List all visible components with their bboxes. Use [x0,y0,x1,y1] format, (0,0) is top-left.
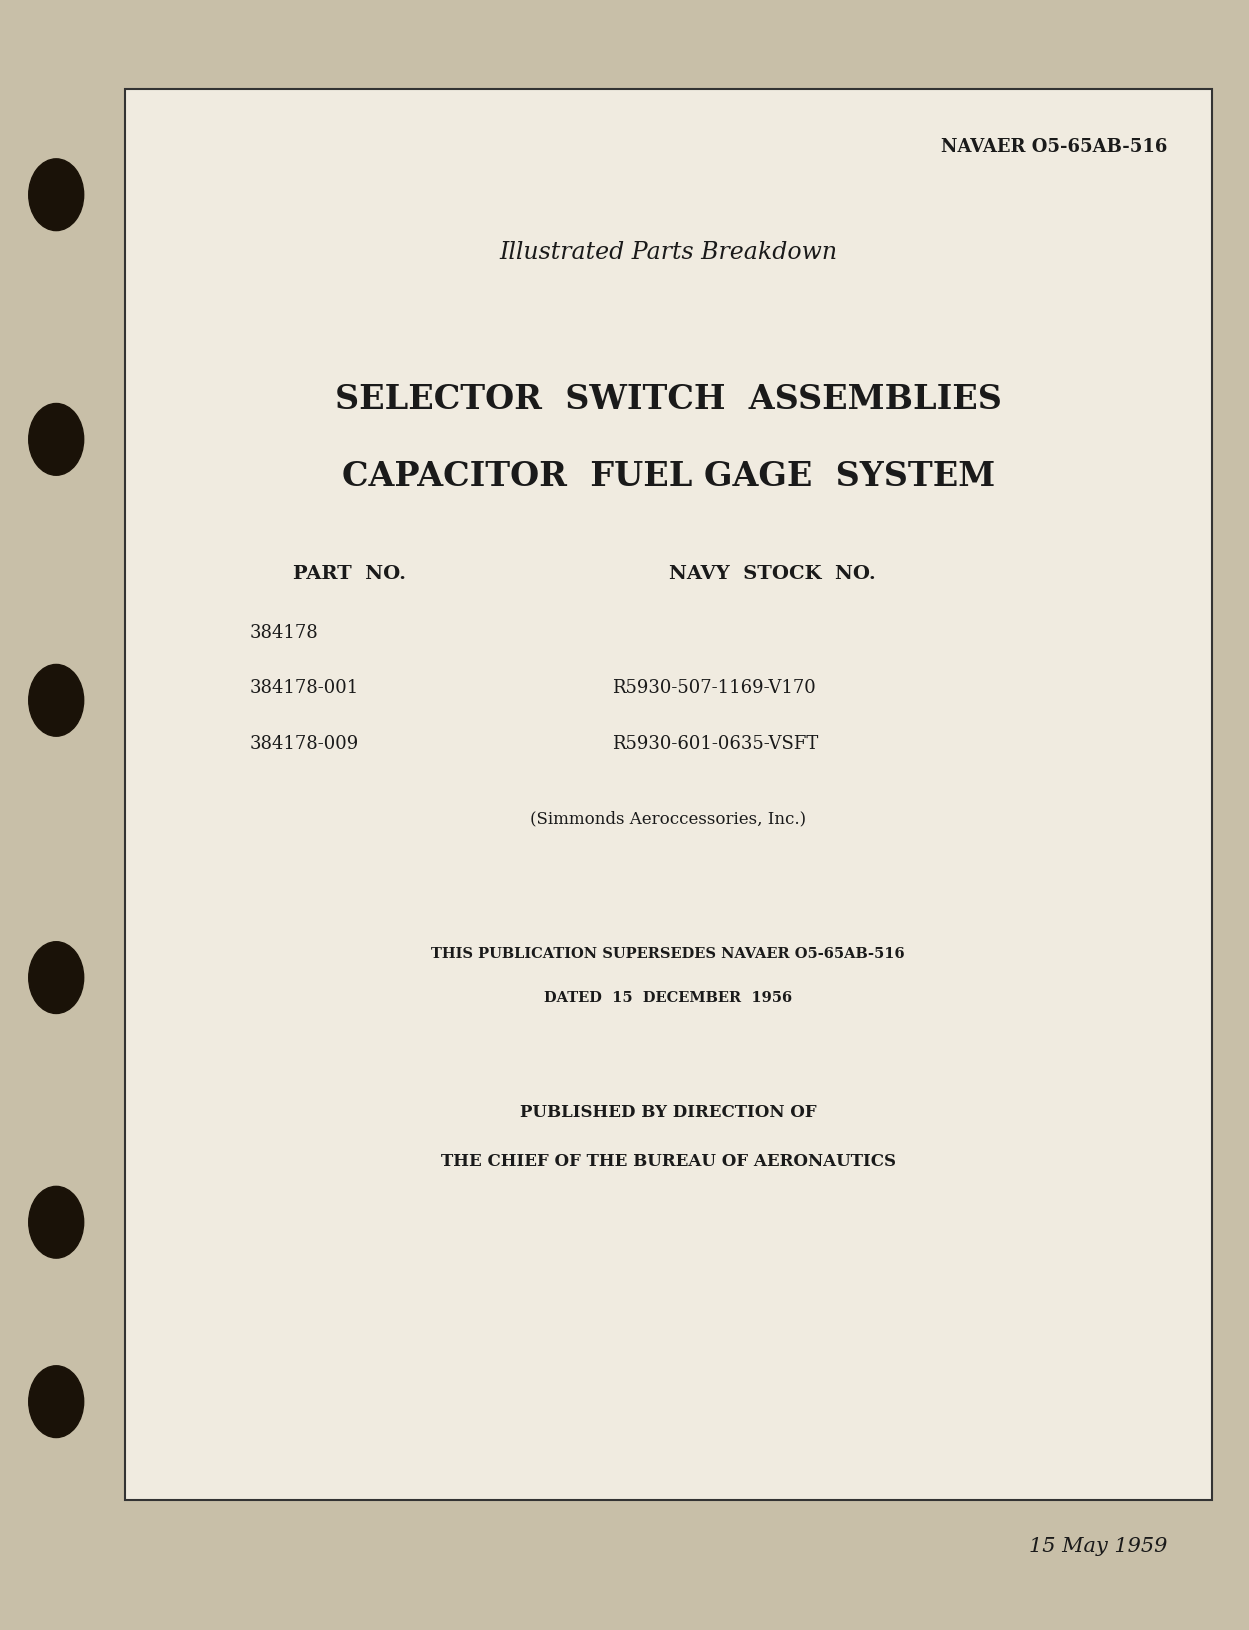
Text: THE CHIEF OF THE BUREAU OF AERONAUTICS: THE CHIEF OF THE BUREAU OF AERONAUTICS [441,1152,896,1169]
Circle shape [29,665,84,737]
Text: 384178-009: 384178-009 [250,734,358,753]
Text: PART  NO.: PART NO. [294,564,406,584]
Text: SELECTOR  SWITCH  ASSEMBLIES: SELECTOR SWITCH ASSEMBLIES [335,383,1002,416]
FancyBboxPatch shape [125,90,1212,1500]
Text: (Simmonds Aeroccessories, Inc.): (Simmonds Aeroccessories, Inc.) [530,810,807,826]
Circle shape [29,404,84,476]
Text: 15 May 1959: 15 May 1959 [1029,1535,1168,1555]
Text: NAVY  STOCK  NO.: NAVY STOCK NO. [668,564,876,584]
Circle shape [29,942,84,1014]
Text: 384178-001: 384178-001 [250,678,358,698]
Circle shape [29,160,84,231]
Circle shape [29,1187,84,1258]
Text: Illustrated Parts Breakdown: Illustrated Parts Breakdown [500,241,837,264]
Circle shape [29,1366,84,1438]
Text: PUBLISHED BY DIRECTION OF: PUBLISHED BY DIRECTION OF [520,1104,817,1120]
Text: NAVAER O5-65AB-516: NAVAER O5-65AB-516 [942,137,1168,156]
Text: CAPACITOR  FUEL GAGE  SYSTEM: CAPACITOR FUEL GAGE SYSTEM [341,460,995,492]
Text: R5930-601-0635-VSFT: R5930-601-0635-VSFT [612,734,818,753]
Text: THIS PUBLICATION SUPERSEDES NAVAER O5-65AB-516: THIS PUBLICATION SUPERSEDES NAVAER O5-65… [431,947,906,960]
Text: 384178: 384178 [250,623,318,642]
Text: R5930-507-1169-V170: R5930-507-1169-V170 [612,678,816,698]
Text: DATED  15  DECEMBER  1956: DATED 15 DECEMBER 1956 [545,991,792,1004]
